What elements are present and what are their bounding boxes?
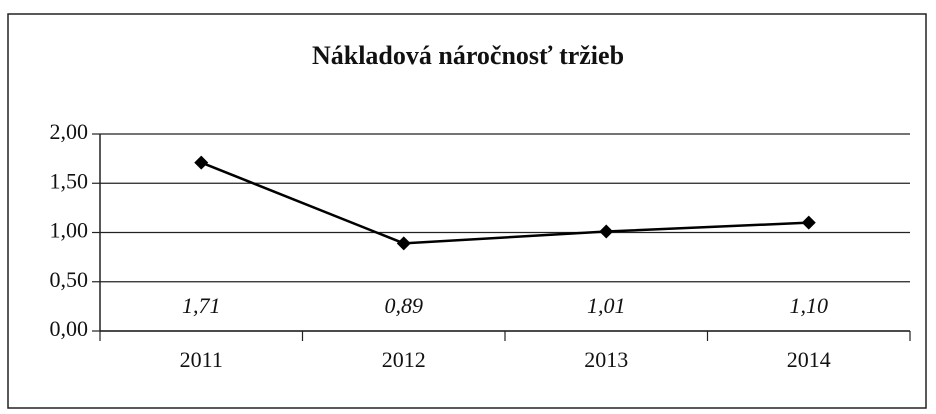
marker bbox=[801, 215, 816, 230]
y-tick-label: 0,00 bbox=[50, 316, 89, 341]
x-tick-label: 2011 bbox=[180, 347, 223, 372]
y-tick-label: 0,50 bbox=[50, 267, 89, 292]
chart-title: Nákladová náročnosť tržieb bbox=[312, 41, 624, 70]
chart-border bbox=[7, 13, 927, 409]
marker bbox=[194, 155, 209, 170]
x-tick-label: 2013 bbox=[584, 347, 628, 372]
data-label: 1,71 bbox=[182, 293, 221, 318]
y-tick-label: 1,50 bbox=[50, 168, 89, 193]
x-tick-label: 2014 bbox=[787, 347, 831, 372]
data-label: 1,01 bbox=[587, 293, 626, 318]
x-tick-label: 2012 bbox=[382, 347, 426, 372]
data-label: 0,89 bbox=[385, 293, 424, 318]
data-label: 1,10 bbox=[790, 293, 829, 318]
line bbox=[200, 161, 809, 245]
marker bbox=[599, 224, 614, 239]
marker bbox=[396, 236, 411, 251]
y-tick-label: 1,00 bbox=[50, 218, 89, 243]
y-tick-label: 2,00 bbox=[50, 119, 89, 144]
